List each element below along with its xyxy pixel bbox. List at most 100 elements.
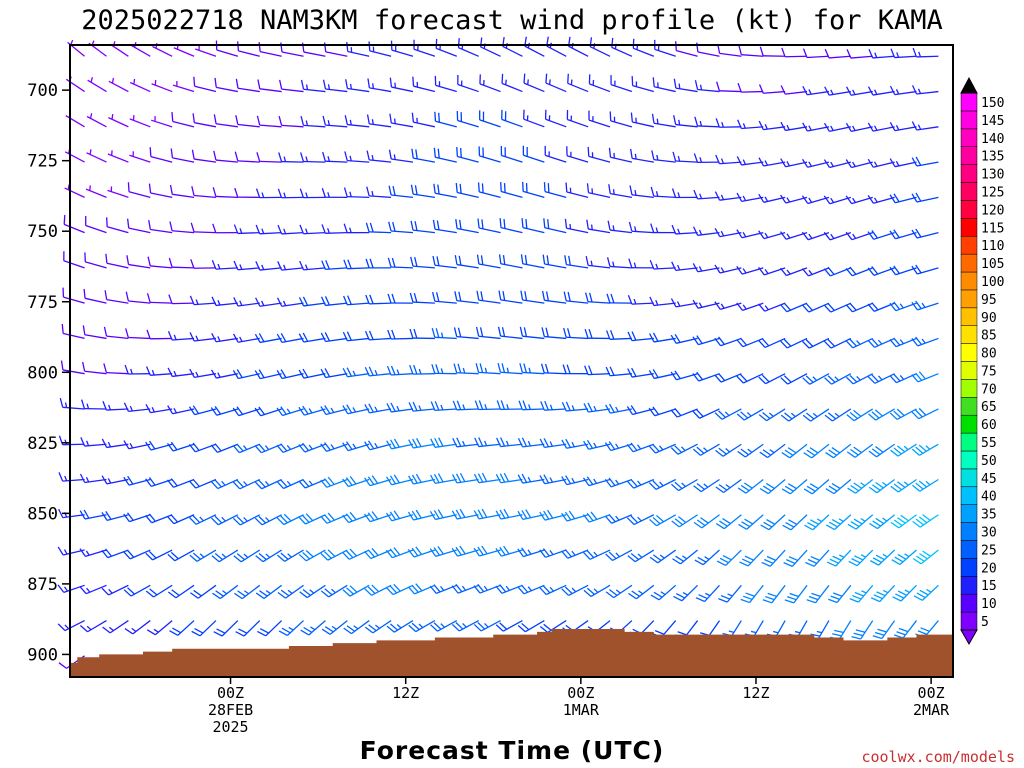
wind-barb: [256, 152, 282, 163]
barb-flag: [189, 517, 197, 525]
barb-flag: [716, 81, 721, 92]
barb-flag: [649, 556, 659, 564]
barb-flag: [453, 327, 458, 337]
barb-flag: [170, 441, 178, 451]
wind-barb: [365, 258, 392, 269]
barb-half: [221, 516, 226, 522]
barb-flag: [803, 452, 813, 459]
wind-barb: [79, 473, 107, 484]
barb-flag: [867, 231, 875, 240]
barb-flag: [211, 555, 220, 563]
barb-staff: [436, 584, 458, 595]
barb-staff: [457, 155, 479, 163]
wind-barb: [867, 230, 895, 240]
barb-flag: [802, 414, 812, 422]
barb-staff: [150, 301, 173, 304]
wind-barb: [803, 479, 830, 495]
barb-flag: [740, 484, 750, 492]
barb-staff: [63, 260, 85, 269]
wind-barb: [320, 332, 348, 343]
barb-flag: [853, 446, 862, 454]
barb-flag: [521, 473, 528, 483]
barb-flag: [761, 561, 771, 567]
barb-half: [131, 627, 137, 632]
barb-half: [830, 125, 834, 131]
barb-half: [764, 196, 769, 202]
barb-flag: [831, 482, 841, 490]
barb-flag: [458, 291, 462, 302]
wind-barb: [124, 364, 151, 375]
barb-flag: [281, 627, 291, 634]
barb-staff: [588, 155, 611, 163]
barb-half: [371, 190, 374, 197]
barb-flag: [500, 400, 506, 410]
wind-barb: [823, 337, 852, 349]
wind-barb: [454, 291, 479, 304]
barb-flag: [258, 333, 265, 343]
colorbar-segment: [960, 271, 978, 291]
barb-staff: [391, 158, 414, 163]
y-tick-label: 800: [27, 363, 58, 383]
barb-flag: [214, 515, 223, 524]
barb-half: [283, 192, 287, 198]
barb-staff: [656, 514, 677, 527]
barb-half: [85, 550, 90, 556]
barb-flag: [672, 558, 681, 565]
wind-barb: [627, 367, 654, 378]
wind-barb: [802, 122, 830, 132]
wind-barb: [344, 115, 370, 128]
barb-flag: [101, 549, 109, 559]
barb-flag: [477, 509, 484, 519]
barb-half: [656, 154, 659, 161]
colorbar-label: 135: [981, 150, 1004, 165]
barb-flag: [609, 330, 615, 340]
barb-staff: [744, 443, 764, 458]
barb-flag: [585, 255, 589, 266]
barb-half: [816, 518, 822, 523]
wind-barb: [167, 330, 195, 341]
barb-flag: [324, 368, 331, 378]
barb-half: [195, 371, 199, 377]
barb-flag: [850, 485, 860, 492]
barb-flag: [322, 115, 327, 126]
barb-staff: [106, 262, 129, 269]
barb-flag: [626, 443, 634, 453]
barb-flag: [584, 365, 589, 375]
barb-staff: [106, 335, 129, 340]
wind-barb: [235, 620, 261, 637]
barb-flag: [823, 195, 831, 205]
barb-flag: [652, 443, 660, 452]
barb-flag: [762, 412, 771, 420]
barb-staff: [303, 88, 326, 93]
barb-staff: [764, 267, 786, 276]
wind-barb: [367, 78, 392, 93]
wind-barb: [432, 219, 457, 234]
barb-staff: [723, 478, 742, 494]
barb-flag: [168, 294, 173, 304]
barb-staff: [830, 302, 852, 313]
wind-barb: [87, 77, 107, 93]
barb-flag: [254, 333, 261, 343]
wind-barb: [57, 584, 85, 594]
barb-half: [349, 191, 352, 197]
barb-flag: [368, 403, 374, 413]
barb-flag: [911, 157, 918, 167]
wind-barb: [388, 221, 414, 234]
barb-staff: [194, 48, 217, 57]
barb-flag: [415, 509, 422, 519]
colorbar-segment: [960, 307, 978, 326]
wind-barb: [257, 79, 282, 93]
barb-flag: [146, 293, 151, 303]
barb-flag: [831, 446, 841, 454]
barb-half: [808, 161, 813, 167]
wind-barb: [300, 79, 326, 93]
barb-flag: [105, 548, 113, 557]
barb-flag: [853, 409, 862, 417]
wind-barb: [628, 584, 655, 600]
barb-flag: [349, 476, 357, 485]
barb-staff: [130, 44, 151, 57]
wind-barb: [171, 111, 195, 128]
barb-flag: [386, 587, 394, 596]
barb-flag: [606, 293, 611, 304]
barb-flag: [872, 635, 883, 640]
